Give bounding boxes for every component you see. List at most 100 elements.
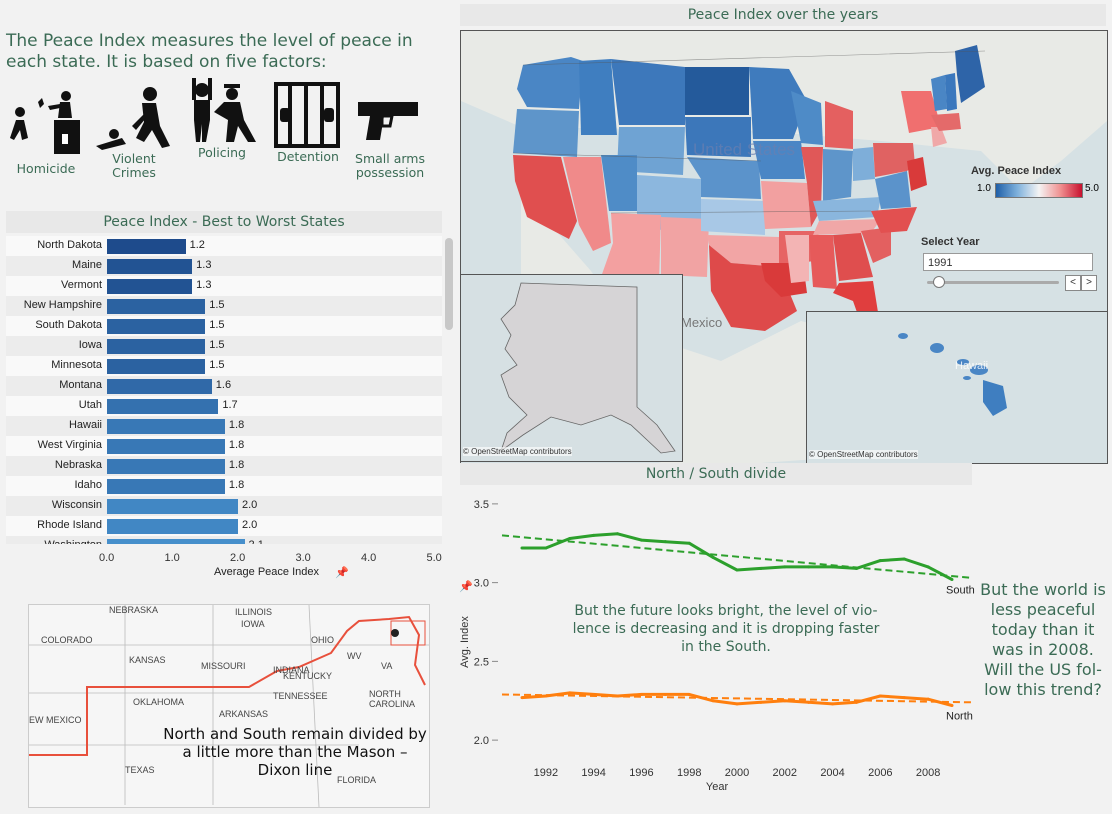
bar-row[interactable]: Rhode Island 2.0	[6, 516, 442, 536]
bar-row[interactable]: Minnesota 1.5	[6, 356, 442, 376]
data-point[interactable]	[568, 691, 572, 695]
bar-row[interactable]: Washington 2.1	[6, 536, 442, 544]
data-point[interactable]	[544, 546, 548, 550]
bar-value-label: 1.6	[215, 379, 232, 391]
data-point[interactable]	[807, 565, 811, 569]
data-point[interactable]	[783, 699, 787, 703]
mason-dixon-caption: North and South remain divided by a litt…	[163, 725, 427, 779]
bar-state-label: West Virginia	[37, 439, 102, 451]
data-point[interactable]	[950, 703, 954, 707]
data-point[interactable]	[544, 694, 548, 698]
bar-row[interactable]: Wisconsin 2.0	[6, 496, 442, 516]
year-slider-track[interactable]	[927, 281, 1059, 284]
data-point[interactable]	[735, 568, 739, 572]
bar-row[interactable]: North Dakota 1.2	[6, 236, 442, 256]
y-tick-label: 3.0	[474, 578, 489, 590]
year-slider-handle[interactable]	[933, 276, 945, 288]
line-chart[interactable]: 2.0 2.5 3.0 3.5 1992 1994 1996 1998 2000 2002 2004…	[456, 486, 976, 810]
map-legend-max: 5.0	[1085, 183, 1099, 194]
bar-row[interactable]: Maine 1.3	[6, 256, 442, 276]
bar-row[interactable]: South Dakota 1.5	[6, 316, 442, 336]
bar-row[interactable]: New Hampshire 1.5	[6, 296, 442, 316]
bar[interactable]	[107, 279, 193, 294]
data-point[interactable]	[735, 702, 739, 706]
bar[interactable]	[107, 359, 206, 374]
bar[interactable]	[107, 299, 206, 314]
data-point[interactable]	[854, 566, 858, 570]
bar-chart-scrollbar[interactable]	[445, 238, 453, 330]
data-point[interactable]	[639, 538, 643, 542]
bar[interactable]	[107, 519, 238, 534]
data-point[interactable]	[902, 557, 906, 561]
bar-row[interactable]: West Virginia 1.8	[6, 436, 442, 456]
data-point[interactable]	[902, 696, 906, 700]
bar[interactable]	[107, 339, 206, 354]
year-next-button[interactable]: >	[1081, 275, 1097, 291]
data-point[interactable]	[711, 699, 715, 703]
map-attribution[interactable]: © OpenStreetMap contributors	[809, 450, 918, 459]
bar-row[interactable]: Idaho 1.8	[6, 476, 442, 496]
factor-label: Detention	[277, 149, 339, 164]
data-point[interactable]	[878, 559, 882, 563]
data-point[interactable]	[663, 540, 667, 544]
data-point[interactable]	[711, 555, 715, 559]
bar[interactable]	[107, 539, 245, 544]
bar[interactable]	[107, 239, 186, 254]
bar[interactable]	[107, 419, 225, 434]
bar-state-label: South Dakota	[35, 319, 102, 331]
bar[interactable]	[107, 439, 225, 454]
map-attribution[interactable]: © OpenStreetMap contributors	[463, 447, 572, 456]
data-point[interactable]	[687, 692, 691, 696]
data-point[interactable]	[663, 692, 667, 696]
data-point[interactable]	[616, 694, 620, 698]
bar-row[interactable]: Montana 1.6	[6, 376, 442, 396]
bar[interactable]	[107, 459, 225, 474]
data-point[interactable]	[926, 697, 930, 701]
bar-row[interactable]: Iowa 1.5	[6, 336, 442, 356]
data-point[interactable]	[592, 692, 596, 696]
year-prev-button[interactable]: <	[1065, 275, 1081, 291]
map-place: NEBRASKA	[109, 605, 159, 615]
future-note: But the future looks bright, the level o…	[572, 603, 880, 655]
data-point[interactable]	[687, 541, 691, 545]
bar[interactable]	[107, 499, 238, 514]
bar[interactable]	[107, 479, 225, 494]
data-point[interactable]	[568, 537, 572, 541]
map-place: KENTUCKY	[283, 671, 333, 681]
hawaii-inset[interactable]: Hawaii © OpenStreetMap contributors	[806, 311, 1108, 464]
data-point[interactable]	[878, 694, 882, 698]
map-legend-min: 1.0	[977, 183, 991, 194]
bar-row[interactable]: Vermont 1.3	[6, 276, 442, 296]
data-point[interactable]	[831, 565, 835, 569]
bar[interactable]	[107, 259, 193, 274]
bar[interactable]	[107, 319, 206, 334]
data-point[interactable]	[807, 700, 811, 704]
bar-row[interactable]: Utah 1.7	[6, 396, 442, 416]
data-point[interactable]	[783, 565, 787, 569]
bar[interactable]	[107, 379, 212, 394]
bar-state-label: Montana	[59, 379, 102, 391]
data-point[interactable]	[854, 700, 858, 704]
year-input[interactable]: 1991	[923, 253, 1093, 271]
data-point[interactable]	[639, 692, 643, 696]
data-point[interactable]	[926, 565, 930, 569]
data-point[interactable]	[831, 702, 835, 706]
bar-row[interactable]: Nebraska 1.8	[6, 456, 442, 476]
bar-chart[interactable]: North Dakota 1.2 Maine 1.3 Vermont 1.3 New Ham…	[6, 236, 442, 544]
bar[interactable]	[107, 399, 219, 414]
policing-icon	[192, 78, 256, 142]
data-point[interactable]	[759, 566, 763, 570]
data-point[interactable]	[759, 700, 763, 704]
alaska-inset[interactable]: © OpenStreetMap contributors	[460, 274, 683, 462]
data-point[interactable]	[616, 532, 620, 536]
x-axis-label: Year	[706, 781, 729, 793]
factor-small-arms: Small arms possession	[352, 92, 428, 180]
data-point[interactable]	[520, 546, 524, 550]
pin-icon[interactable]: 📌	[459, 581, 473, 593]
data-point[interactable]	[592, 533, 596, 537]
data-point[interactable]	[520, 696, 524, 700]
bar-row[interactable]: Hawaii 1.8	[6, 416, 442, 436]
data-point[interactable]	[950, 577, 954, 581]
pin-icon[interactable]: 📌	[335, 567, 349, 579]
mexico-label: Mexico	[681, 315, 722, 330]
